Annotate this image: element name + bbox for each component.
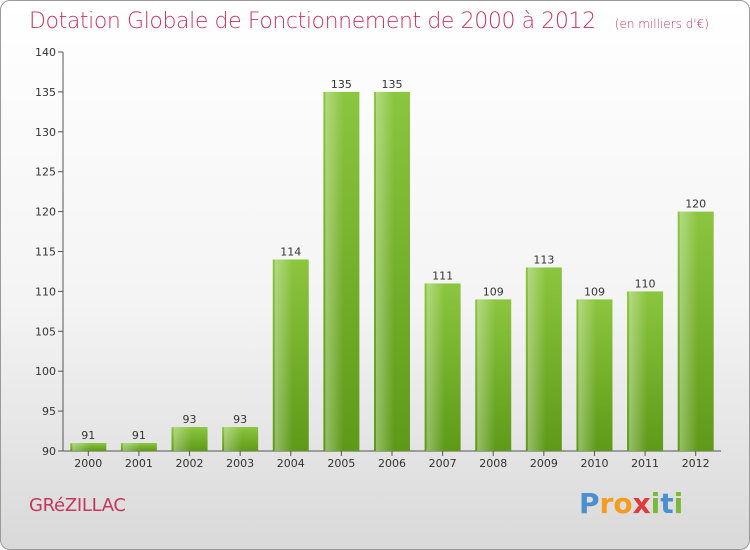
bar-highlight-2011: [629, 291, 648, 451]
x-tick-label-2000: 2000: [74, 457, 102, 470]
bar-highlight-2002: [173, 427, 192, 451]
x-tick-label-2010: 2010: [580, 457, 608, 470]
commune-name: GRéZILLAC: [29, 495, 126, 516]
chart-subtitle: (en milliers d'€): [614, 17, 709, 31]
value-label-2011: 110: [635, 277, 656, 290]
logo-letter-0: P: [579, 487, 600, 520]
value-label-2002: 93: [183, 413, 197, 426]
value-label-2001: 91: [132, 429, 146, 442]
y-tick-label-130: 130: [35, 126, 56, 139]
x-tick-label-2003: 2003: [226, 457, 254, 470]
logo-letter-2: o: [613, 487, 633, 520]
bar-highlight-2005: [325, 91, 344, 452]
y-tick-label-120: 120: [35, 206, 56, 219]
bar-highlight-2009: [527, 267, 546, 451]
x-tick-label-2002: 2002: [176, 457, 204, 470]
value-label-2012: 120: [685, 198, 706, 211]
bar-highlight-2003: [224, 427, 243, 451]
logo-letter-6: i: [673, 487, 684, 520]
bar-highlight-2000: [72, 443, 91, 451]
y-tick-label-105: 105: [35, 325, 56, 338]
bar-highlight-2008: [477, 299, 496, 451]
value-label-2003: 93: [233, 413, 247, 426]
proxiti-logo: Proxiti: [579, 487, 683, 520]
y-tick-label-125: 125: [35, 166, 56, 179]
x-tick-label-2007: 2007: [429, 457, 457, 470]
bar-highlight-2010: [578, 299, 597, 451]
value-label-2008: 109: [483, 285, 504, 298]
logo-letter-3: x: [632, 487, 651, 520]
logo-letter-1: r: [599, 487, 614, 520]
value-label-2006: 135: [382, 78, 403, 91]
y-tick-label-90: 90: [42, 445, 56, 458]
value-label-2004: 114: [280, 245, 301, 258]
y-tick-label-140: 140: [35, 46, 56, 59]
chart-title: Dotation Globale de Fonctionnement de 20…: [29, 9, 596, 34]
bar-highlight-2004: [274, 259, 293, 451]
logo-letter-5: t: [660, 487, 674, 520]
bar-highlight-2001: [122, 443, 141, 451]
bar-highlight-2007: [426, 283, 445, 451]
y-tick-label-115: 115: [35, 246, 56, 259]
x-tick-label-2001: 2001: [125, 457, 153, 470]
bar-highlight-2012: [679, 211, 698, 451]
x-tick-label-2008: 2008: [479, 457, 507, 470]
bar-highlight-2006: [376, 91, 394, 452]
x-tick-label-2004: 2004: [277, 457, 305, 470]
x-tick-label-2005: 2005: [327, 457, 355, 470]
x-tick-label-2011: 2011: [631, 457, 659, 470]
value-label-2005: 135: [331, 78, 352, 91]
y-tick-label-110: 110: [35, 285, 56, 298]
y-tick-label-95: 95: [42, 405, 56, 418]
value-label-2007: 111: [432, 269, 453, 282]
chart-title-block: Dotation Globale de Fonctionnement de 20…: [29, 9, 709, 34]
x-tick-label-2006: 2006: [378, 457, 406, 470]
x-tick-label-2012: 2012: [682, 457, 710, 470]
value-label-2009: 113: [533, 253, 554, 266]
logo-letter-4: i: [650, 487, 661, 520]
y-tick-label-100: 100: [35, 365, 56, 378]
value-label-2000: 91: [81, 429, 95, 442]
x-tick-label-2009: 2009: [530, 457, 558, 470]
y-tick-label-135: 135: [35, 86, 56, 99]
value-label-2010: 109: [584, 285, 605, 298]
